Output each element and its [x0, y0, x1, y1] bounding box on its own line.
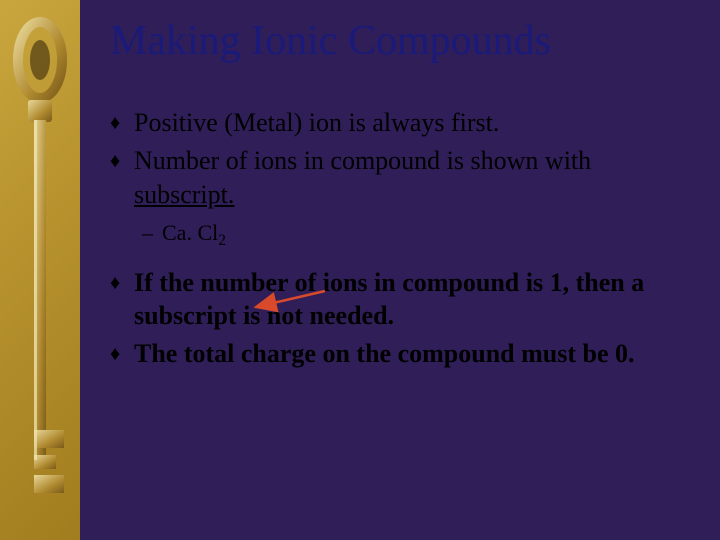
bullet-text-part: Number of ions in compound is shown with [134, 146, 591, 175]
bullet-item: If the number of ions in compound is 1, … [110, 266, 690, 334]
bullet-text: Positive (Metal) ion is always first. [134, 108, 499, 137]
key-illustration [10, 0, 70, 540]
bullet-text: The total charge on the compound must be… [134, 339, 635, 368]
bullet-item: Positive (Metal) ion is always first. [110, 106, 690, 140]
bullet-text-underlined: subscript. [134, 180, 234, 209]
bullet-item: The total charge on the compound must be… [110, 337, 690, 371]
sidebar-key-image [0, 0, 80, 540]
formula-subscript: 2 [218, 232, 226, 249]
bullet-text: If the number of ions in compound is 1, … [134, 268, 644, 331]
bullet-list: Positive (Metal) ion is always first. Nu… [110, 106, 690, 371]
slide-title: Making Ionic Compounds [110, 18, 690, 64]
slide: Making Ionic Compounds Positive (Metal) … [0, 0, 720, 540]
bullet-sub-item: Ca. Cl2 [110, 218, 690, 252]
content-area: Making Ionic Compounds Positive (Metal) … [80, 0, 720, 540]
formula-base: Ca. Cl [162, 220, 218, 245]
bullet-item: Number of ions in compound is shown with… [110, 144, 690, 212]
chemical-formula: Ca. Cl2 [162, 218, 226, 252]
